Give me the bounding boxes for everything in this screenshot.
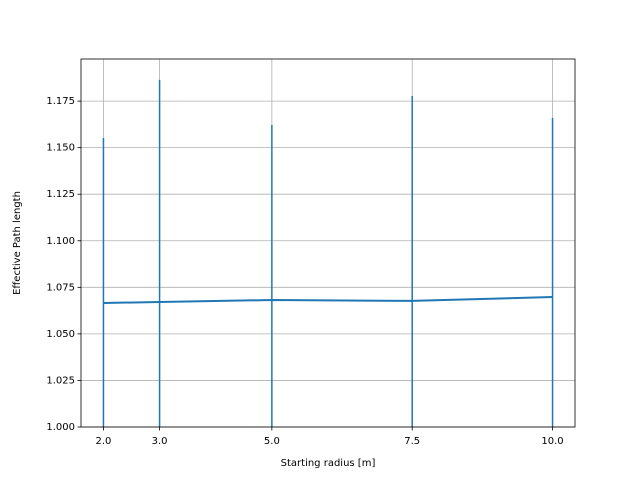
y-tick-label: 1.000 (46, 422, 75, 433)
series-line (103, 296, 553, 304)
y-tick-label: 1.150 (46, 143, 75, 154)
ticks: 2.0 3.0 5.0 7.5 10.0 1.000 1.025 1.050 1.075 1.10… (46, 96, 563, 447)
y-tick-label: 1.075 (46, 282, 75, 293)
y-tick-label: 1.125 (46, 189, 75, 200)
x-tick-label: 2.0 (96, 436, 112, 447)
x-tick-label: 5.0 (264, 436, 280, 447)
y-axis-label: Effective Path length (12, 191, 23, 295)
axes-frame (80, 58, 576, 428)
plot-area (102, 79, 554, 427)
x-tick-label: 3.0 (152, 436, 168, 447)
x-tick-label: 7.5 (404, 436, 420, 447)
y-tick-label: 1.175 (46, 96, 75, 107)
y-tick-label: 1.050 (46, 329, 75, 340)
x-axis-label: Starting radius [m] (281, 458, 376, 469)
x-tick-label: 10.0 (541, 436, 563, 447)
y-tick-label: 1.025 (46, 375, 75, 386)
y-tick-label: 1.100 (46, 236, 75, 247)
